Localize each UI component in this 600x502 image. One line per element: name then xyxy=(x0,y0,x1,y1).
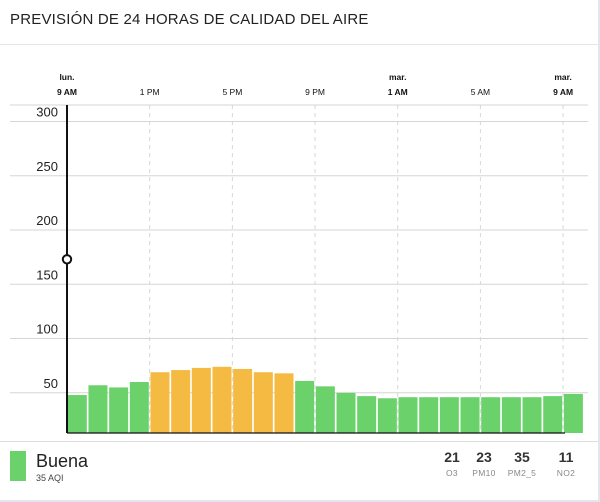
x-tick-time-label: 9 AM xyxy=(57,87,77,97)
pollutant-name: PM10 xyxy=(464,468,504,478)
pollutant-value: 35 xyxy=(502,449,542,465)
y-tick-label: 250 xyxy=(36,159,58,174)
footer-divider xyxy=(0,441,598,442)
aqi-bar xyxy=(399,397,418,433)
aqi-bar xyxy=(150,372,169,433)
aqi-bar xyxy=(109,387,128,433)
pollutant-pm2-5: 35 PM2_5 xyxy=(502,449,542,478)
aqi-bar xyxy=(461,397,480,433)
x-tick-time-label: 1 AM xyxy=(388,87,408,97)
aqi-bar xyxy=(275,373,294,433)
aqi-bar xyxy=(481,397,500,433)
aqi-bar xyxy=(130,382,149,433)
x-tick-day-label: lun. xyxy=(59,72,74,82)
aqi-bar xyxy=(295,381,314,433)
pollutant-value: 23 xyxy=(464,449,504,465)
aqi-bar xyxy=(419,397,438,433)
x-tick-time-label: 9 PM xyxy=(305,87,325,97)
widget-title: PREVISIÓN DE 24 HORAS DE CALIDAD DEL AIR… xyxy=(10,11,369,28)
aqi-forecast-chart: 50 100 150 200 250 300 lun. 9 AM 1 PM 5 PM 9 PM mar… xyxy=(0,45,600,441)
aqi-bar xyxy=(233,369,252,433)
x-tick-time-label: 5 PM xyxy=(222,87,242,97)
aqi-bar xyxy=(316,386,335,433)
aqi-bar xyxy=(68,395,87,433)
x-tick-time-label: 1 PM xyxy=(140,87,160,97)
y-tick-label: 200 xyxy=(36,213,58,228)
pollutant-no2: 11 NO2 xyxy=(546,449,586,478)
pollutant-value: 11 xyxy=(546,449,586,465)
aqi-bar xyxy=(171,370,190,433)
y-tick-label: 100 xyxy=(36,322,58,337)
aqi-bar xyxy=(88,385,107,433)
y-tick-label: 50 xyxy=(44,376,58,391)
pollutant-summary: 21 O3 23 PM10 35 PM2_5 11 NO2 xyxy=(0,449,600,489)
aqi-bar xyxy=(337,393,356,433)
aqi-bar xyxy=(523,397,542,433)
x-tick-day-label: mar. xyxy=(389,72,407,82)
x-tick-day-label: mar. xyxy=(554,72,572,82)
x-tick-time-label: 9 AM xyxy=(553,87,573,97)
aqi-bar xyxy=(440,397,459,433)
aqi-bar xyxy=(254,372,273,433)
aqi-bar xyxy=(378,398,397,433)
x-tick-time-label: 5 AM xyxy=(471,87,490,97)
current-value-marker xyxy=(63,255,71,263)
aqi-bar xyxy=(564,394,583,433)
aqi-bar xyxy=(543,396,562,433)
pollutant-pm10: 23 PM10 xyxy=(464,449,504,478)
y-tick-label: 150 xyxy=(36,267,58,282)
aqi-bar xyxy=(192,368,211,433)
pollutant-name: PM2_5 xyxy=(502,468,542,478)
y-tick-label: 300 xyxy=(36,105,58,120)
pollutant-name: NO2 xyxy=(546,468,586,478)
aqi-bar xyxy=(212,367,231,433)
aqi-bar xyxy=(502,397,521,433)
aqi-bar xyxy=(357,396,376,433)
